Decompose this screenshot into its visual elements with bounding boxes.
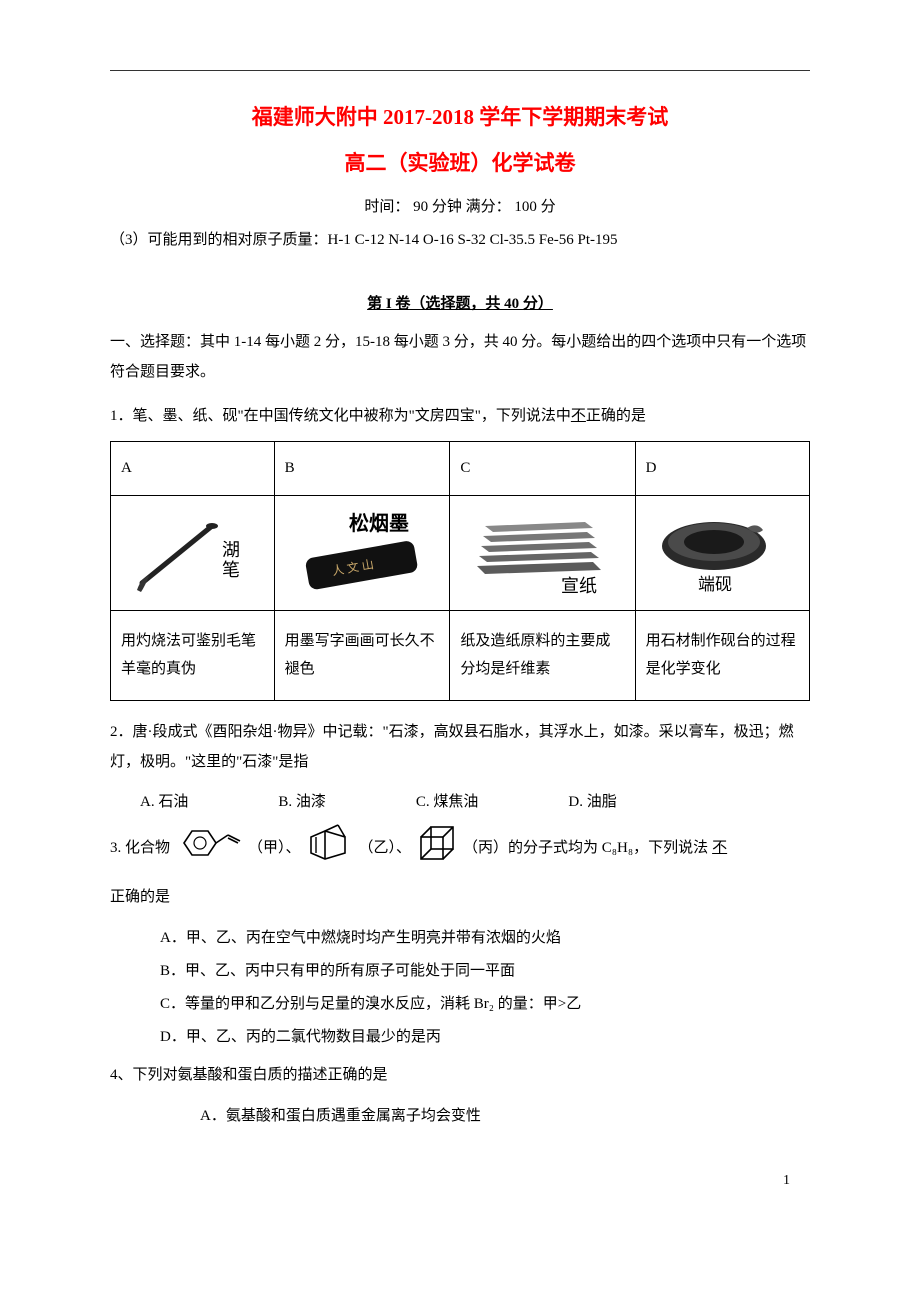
title-sub: 高二（实验班）化学试卷 <box>110 147 810 177</box>
q1-col-b: B <box>274 442 450 496</box>
svg-text:笔: 笔 <box>222 560 240 580</box>
q2-opt-d: D. 油脂 <box>568 787 616 817</box>
q1-stem: 1．笔、墨、纸、砚"在中国传统文化中被称为"文房四宝"，下列说法中不正确的是 <box>110 401 810 431</box>
q3-opt-b: B．甲、乙、丙中只有甲的所有原子可能处于同一平面 <box>110 955 810 988</box>
q1-img-inkstone: 端砚 <box>635 495 809 610</box>
q3-stem: 3. 化合物 （甲）、 （乙）、 <box>110 823 810 874</box>
q1-col-c: C <box>450 442 635 496</box>
q3-opt-a: A．甲、乙、丙在空气中燃烧时均产生明亮并带有浓烟的火焰 <box>110 922 810 955</box>
q1-img-ink: 松烟墨 人 文 山 <box>274 495 450 610</box>
q1-text-c: 纸及造纸原料的主要成分均是纤维素 <box>450 610 635 700</box>
q3-post: 正确的是 <box>110 882 810 912</box>
ink-label: 松烟墨 <box>349 512 409 535</box>
q1-img-paper: 宣纸 <box>450 495 635 610</box>
q4-stem: 4、下列对氨基酸和蛋白质的描述正确的是 <box>110 1060 810 1090</box>
q1-col-d: D <box>635 442 809 496</box>
svg-text:湖: 湖 <box>222 540 240 560</box>
q3-bing: （丙）的分子式均为 C₈H₈，下列说法 <box>463 833 708 863</box>
top-rule <box>110 70 810 71</box>
q1-stem-pre: 1．笔、墨、纸、砚"在中国传统文化中被称为"文房四宝"，下列说法中 <box>110 408 571 424</box>
section-1-intro: 一、选择题：其中 1-14 每小题 2 分，15-18 每小题 3 分，共 40… <box>110 327 810 387</box>
meta-line: 时间： 90 分钟 满分： 100 分 <box>110 195 810 216</box>
q1-text-d: 用石材制作砚台的过程是化学变化 <box>635 610 809 700</box>
q2-opt-a: A. 石油 <box>140 787 188 817</box>
q3-opt-c: C．等量的甲和乙分别与足量的溴水反应，消耗 Br₂ 的量：甲>乙 <box>110 988 810 1021</box>
q3-pre: 3. 化合物 <box>110 833 170 863</box>
section-1-heading: 第 I 卷（选择题，共 40 分） <box>110 292 810 313</box>
page-number: 1 <box>110 1173 810 1189</box>
title-main: 福建师大附中 2017-2018 学年下学期期末考试 <box>110 101 810 131</box>
paper-label: 宣纸 <box>561 576 597 596</box>
q3-opt-d: D．甲、乙、丙的二氯代物数目最少的是丙 <box>110 1021 810 1054</box>
page: 福建师大附中 2017-2018 学年下学期期末考试 高二（实验班）化学试卷 时… <box>0 0 920 1229</box>
q4-opt-a: A．氨基酸和蛋白质遇重金属离子均会变性 <box>110 1100 810 1133</box>
q2-stem: 2．唐·段成式《酉阳杂俎·物异》中记载："石漆，高奴县石脂水，其浮水上，如漆。采… <box>110 717 810 777</box>
styrene-icon <box>174 825 244 872</box>
q1-not: 不 <box>571 408 586 424</box>
q3-jia: （甲）、 <box>248 833 301 863</box>
cubane-icon <box>415 823 459 874</box>
bicyclo-icon <box>305 823 355 874</box>
q1-text-a: 用灼烧法可鉴别毛笔羊毫的真伪 <box>111 610 275 700</box>
atomic-masses: （3）可能用到的相对原子质量：H-1 C-12 N-14 O-16 S-32 C… <box>110 228 810 252</box>
q2-options: A. 石油 B. 油漆 C. 煤焦油 D. 油脂 <box>110 787 810 817</box>
q1-stem-post: 正确的是 <box>586 408 646 424</box>
q1-col-a: A <box>111 442 275 496</box>
q3-not: 不 <box>712 833 727 863</box>
q3-yi: （乙）、 <box>359 833 412 863</box>
q1-img-brush: 湖 笔 <box>111 495 275 610</box>
inkstone-label: 端砚 <box>698 575 732 594</box>
q1-text-b: 用墨写字画画可长久不褪色 <box>274 610 450 700</box>
q2-opt-c: C. 煤焦油 <box>416 787 479 817</box>
q2-opt-b: B. 油漆 <box>278 787 326 817</box>
q1-table: A B C D 湖 笔 松烟墨 人 文 山 <box>110 441 810 701</box>
